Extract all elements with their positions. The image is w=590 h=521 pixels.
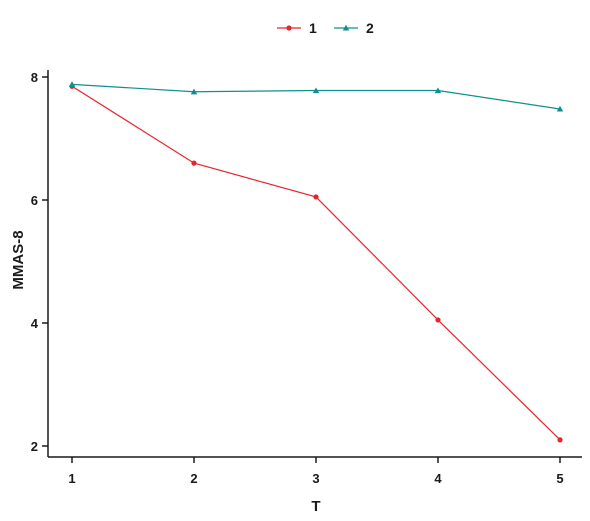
data-point <box>68 81 76 87</box>
series-2 <box>68 81 564 112</box>
legend-item-2: 2 <box>334 20 374 36</box>
data-point <box>434 87 442 94</box>
series-line-1 <box>71 85 561 441</box>
ticks: 1 2 3 4 5 2 4 6 8 <box>31 70 564 486</box>
axes <box>47 70 582 458</box>
data-point <box>191 160 197 166</box>
x-tick-label: 2 <box>190 471 197 486</box>
y-tick-label: 6 <box>31 193 38 208</box>
x-tick-label: 3 <box>312 471 319 486</box>
series-layer <box>68 81 564 443</box>
legend-label: 1 <box>309 20 317 36</box>
data-point <box>557 437 563 443</box>
data-point <box>435 317 441 323</box>
data-point <box>190 88 198 95</box>
legend-label: 2 <box>366 20 374 36</box>
data-point <box>556 105 564 112</box>
y-tick-label: 4 <box>31 316 39 331</box>
x-tick-label: 5 <box>556 471 563 486</box>
x-tick-label: 1 <box>68 471 75 486</box>
legend-item-1: 1 <box>277 20 317 36</box>
data-point <box>313 194 319 200</box>
y-tick-label: 8 <box>31 70 38 85</box>
y-tick-label: 2 <box>31 439 38 454</box>
x-axis-title: T <box>311 498 320 515</box>
legend-marker <box>286 25 292 31</box>
series-1 <box>69 83 563 443</box>
legend-marker <box>342 24 350 31</box>
y-axis-title: MMAS-8 <box>10 230 27 289</box>
x-tick-label: 4 <box>434 471 442 486</box>
data-point <box>312 87 320 94</box>
